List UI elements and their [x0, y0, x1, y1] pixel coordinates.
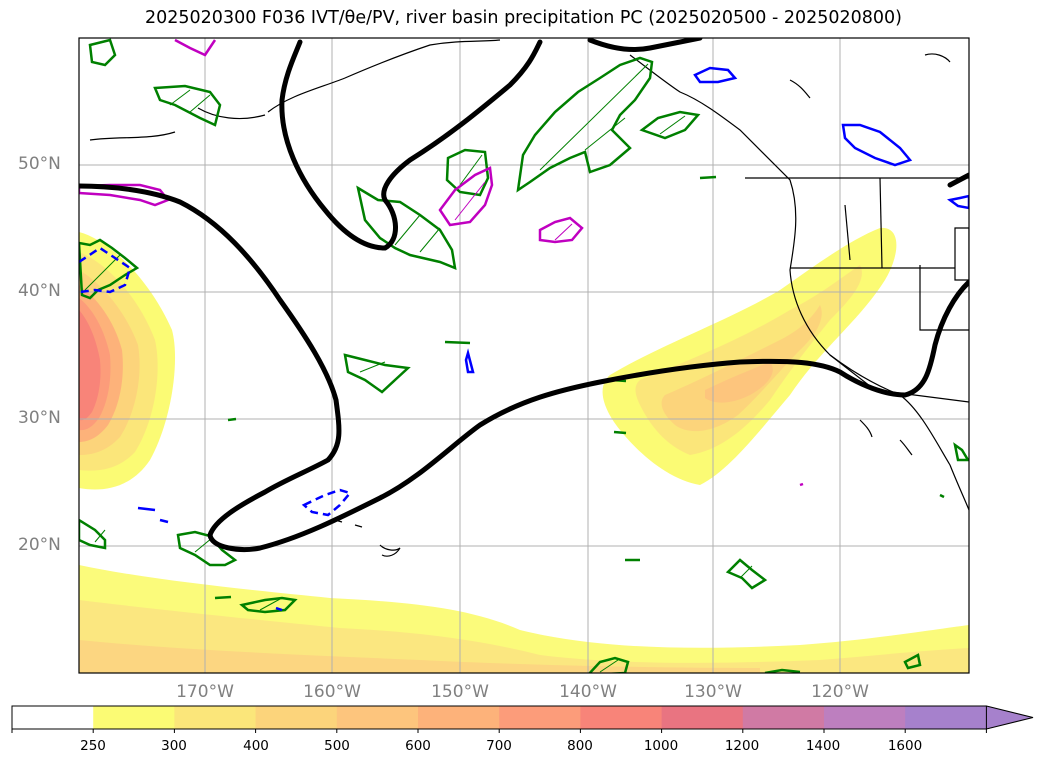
theta-e-contours: [79, 38, 969, 673]
colorbar-label: 300: [161, 738, 187, 754]
plot-frame: [78, 37, 970, 674]
colorbar-swatch: [661, 706, 744, 729]
colorbar-swatch: [12, 706, 94, 729]
colorbar-swatch: [499, 706, 581, 729]
lon-label-140w: 140°W: [559, 682, 617, 702]
figure-title: 2025020300 F036 IVT/θe/PV, river basin p…: [145, 8, 902, 28]
colorbar-swatch: [336, 706, 419, 729]
lon-label-120w: 120°W: [811, 682, 869, 702]
colorbar-swatch: [255, 706, 338, 729]
lat-label-30n: 30°N: [18, 408, 61, 428]
blue-contours: [137, 66, 969, 612]
colorbar-label: 250: [80, 738, 106, 754]
lon-label-150w: 150°W: [431, 682, 489, 702]
colorbar-label: 500: [324, 738, 350, 754]
lon-label-170w: 170°W: [176, 682, 234, 702]
blue-dashed-contours: [79, 246, 353, 517]
theta-e-hatch: [84, 63, 753, 673]
colorbar-label: 1600: [887, 738, 923, 754]
colorbar-label: 1200: [724, 738, 760, 754]
lat-label-20n: 20°N: [18, 535, 61, 555]
precip-contours: [79, 38, 804, 487]
colorbar-label: 600: [405, 738, 431, 754]
coastlines: [89, 39, 969, 557]
lon-label-130w: 130°W: [684, 682, 742, 702]
lat-label-40n: 40°N: [18, 281, 61, 301]
colorbar-label: 1000: [643, 738, 679, 754]
colorbar-swatch: [418, 706, 500, 729]
colorbar-swatch: [742, 706, 825, 729]
precip-hatch: [454, 181, 573, 241]
colorbar-swatch: [93, 706, 175, 729]
lon-label-160w: 160°W: [303, 682, 361, 702]
colorbar: [11, 705, 1034, 733]
map-plot-area: [79, 38, 969, 673]
colorbar-swatch: [905, 706, 987, 729]
colorbar-label: 700: [486, 738, 512, 754]
colorbar-swatch: [174, 706, 257, 729]
colorbar-extend-arrow: [985, 705, 1034, 730]
lat-label-50n: 50°N: [18, 154, 61, 174]
ivt-western-plume: [79, 232, 176, 490]
ivt-southern-band: [79, 565, 969, 673]
colorbar-label: 800: [567, 738, 593, 754]
colorbar-label: 400: [243, 738, 269, 754]
colorbar-swatch: [580, 706, 663, 729]
pv-contour: [79, 38, 969, 552]
colorbar-swatch: [824, 706, 906, 729]
colorbar-label: 1400: [805, 738, 841, 754]
